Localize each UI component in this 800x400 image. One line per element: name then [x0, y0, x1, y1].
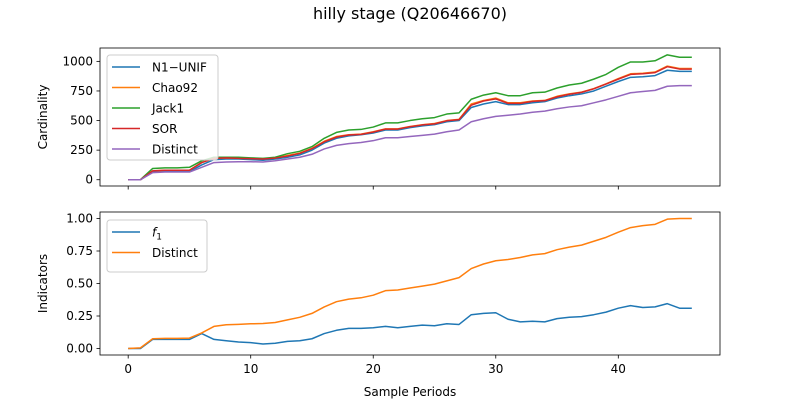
axes-frame: [99, 47, 721, 187]
y-axis-label: Cardinality: [36, 85, 50, 150]
x-tick-label: 40: [611, 362, 626, 376]
legend-label-3: SOR: [152, 122, 177, 136]
x-tick-label: 10: [243, 362, 258, 376]
x-tick-label: 30: [488, 362, 503, 376]
legend-box: [106, 54, 219, 161]
x-axis-label: Sample Periods: [364, 385, 456, 399]
series-line-1: [128, 217, 692, 350]
legend-box: [106, 219, 208, 273]
y-axis-label: Indicators: [36, 254, 50, 313]
legend-label-0: N1−UNIF: [152, 61, 207, 75]
legend-label-0: f1: [152, 226, 162, 243]
series-line-3: [128, 65, 692, 181]
y-tick-label: 0.00: [66, 342, 93, 356]
series-line-2: [128, 54, 692, 181]
y-tick-label: 0: [85, 173, 93, 187]
y-tick-label: 0.25: [66, 309, 93, 323]
y-tick-label: 0.50: [66, 277, 93, 291]
indicators-chart: 0 10 20 30 40 0.00 0.25 0.50 0.75 1.00 Indicators S…: [36, 212, 721, 399]
x-tick-label: 20: [366, 362, 381, 376]
legend: f1 Distinct: [106, 219, 208, 273]
legend: N1−UNIF Chao92 Jack1 SOR Distinct: [106, 54, 219, 161]
y-tick-label: 1.00: [66, 212, 93, 226]
y-tick-label: 0.75: [66, 244, 93, 258]
figure-title: hilly stage (Q20646670): [313, 4, 507, 23]
legend-label-2: Jack1: [151, 102, 184, 116]
cardinality-chart: 0 250 500 750 1000 Cardinality N1−UNIF Chao92 Ja…: [36, 47, 721, 190]
y-tick-label: 500: [70, 114, 93, 128]
y-tick-label: 750: [70, 84, 93, 98]
series-line-0: [128, 302, 692, 350]
y-tick-label: 250: [70, 143, 93, 157]
legend-label-1: Distinct: [152, 246, 198, 260]
legend-label-4: Distinct: [152, 143, 198, 157]
x-tick-label: 0: [124, 362, 132, 376]
legend-label-1: Chao92: [152, 81, 198, 95]
y-tick-label: 1000: [62, 54, 93, 68]
series-line-4: [128, 84, 692, 181]
series-line-0: [128, 69, 692, 181]
